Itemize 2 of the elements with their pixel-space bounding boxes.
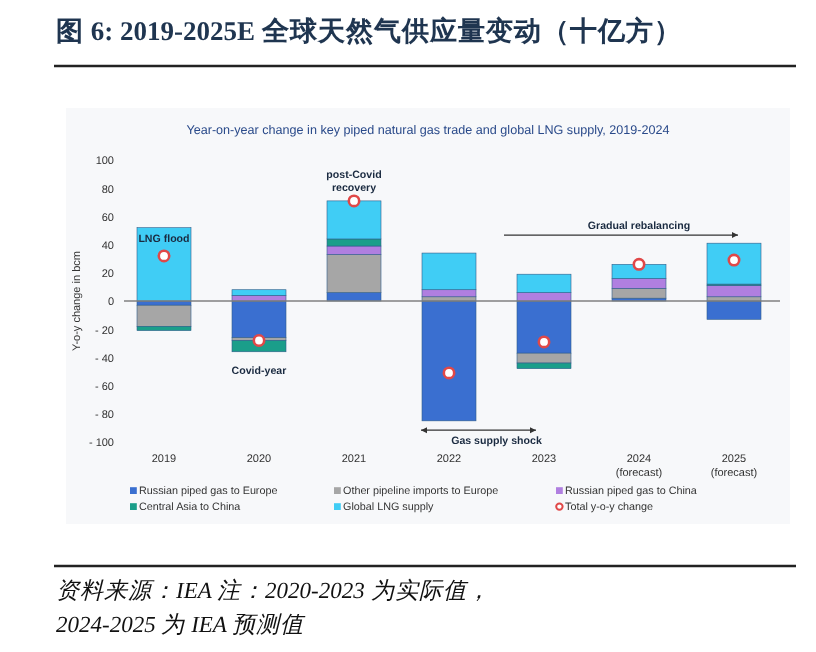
text: 资料来源：IEA 注：2020-2023 为实际值，2024-2025 为 IEA 预测值: [56, 578, 491, 638]
chart-title: 图 6: 2019-2025E 全球天然气供应量变动（十亿方）: [56, 14, 682, 46]
